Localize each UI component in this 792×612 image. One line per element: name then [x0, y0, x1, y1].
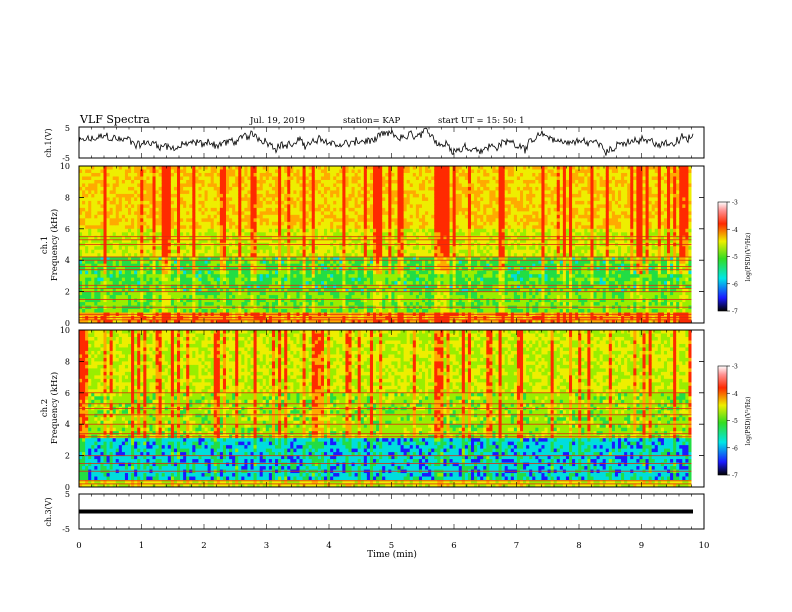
ch2-colorbar-tick--3: -3 — [732, 364, 738, 371]
ch3-ytick--5: -5 — [62, 525, 70, 534]
ch2-colorbar-tick--6: -6 — [732, 445, 738, 452]
ch2-colorbar-label: log(PSD)(V²/Hz) — [745, 397, 752, 446]
ch2-spectrogram-panel: 0 2 4 6 8 10 ch.2 Frequency (kHz) — [40, 326, 705, 492]
x-tick-6: 6 — [451, 541, 456, 551]
ch1-spec-ytick-4: 4 — [65, 256, 70, 265]
ch3-waveform-line — [79, 509, 693, 514]
ch2-spec-ytick-8: 8 — [65, 357, 70, 366]
ch1-colorbar-tick--4: -4 — [732, 227, 738, 234]
start-time-label: start UT = 15: 50: 1 — [438, 116, 525, 126]
ch1-spec-ylabel-channel: ch.1 — [40, 236, 50, 254]
x-tick-3: 3 — [264, 541, 269, 551]
ch2-spec-ytick-10: 10 — [60, 326, 70, 335]
date-label: Jul. 19, 2019 — [249, 116, 305, 126]
ch1-colorbar: -3 -4 -5 -6 -7 log(PSD)(V²/Hz) — [717, 200, 752, 316]
ch1-colorbar-label: log(PSD)(V²/Hz) — [745, 233, 752, 282]
ch1-spec-ytick-0: 0 — [65, 319, 70, 328]
ch1-ytick-bottom: -5 — [62, 154, 70, 163]
ch1-ytick-top: 5 — [65, 124, 70, 133]
x-tick-4: 4 — [326, 541, 331, 551]
x-tick-7: 7 — [514, 541, 519, 551]
ch1-spectrogram-panel: 0 2 4 6 8 10 ch.1 Frequency (kHz) — [40, 162, 705, 328]
ch2-spec-ytick-6: 6 — [65, 389, 70, 398]
ch1-waveform-line — [78, 127, 694, 156]
ch2-spec-ytick-2: 2 — [65, 452, 70, 461]
x-axis-label: Time (min) — [367, 549, 417, 560]
x-tick-5: 5 — [389, 541, 394, 551]
ch1-spec-ytick-8: 8 — [65, 193, 70, 202]
ch1-waveform-panel: 5 -5 ch.1(V) — [44, 124, 705, 163]
ch1-colorbar-tick--6: -6 — [732, 281, 738, 288]
ch3-waveform-panel: 5 -5 ch.3(V) 0 1 2 3 4 5 6 7 8 9 10 Time (min) — [44, 127, 709, 560]
x-tick-9: 9 — [639, 541, 644, 551]
ch2-spec-ytick-0: 0 — [65, 483, 70, 492]
ch2-colorbar-tick--5: -5 — [732, 418, 738, 425]
x-tick-1: 1 — [139, 541, 144, 551]
station-label: station= KAP — [343, 116, 401, 126]
x-tick-0: 0 — [76, 541, 81, 551]
ch1-spec-ytick-10: 10 — [60, 162, 70, 171]
ch2-spec-ylabel-channel: ch.2 — [40, 399, 50, 417]
ch2-spec-ylabel-frequency: Frequency (kHz) — [49, 372, 60, 444]
ch1-ylabel: ch.1(V) — [44, 128, 53, 157]
x-tick-10: 10 — [699, 541, 710, 551]
ch2-spec-ytick-4: 4 — [65, 420, 70, 429]
ch1-spec-ytick-2: 2 — [65, 288, 70, 297]
ch2-colorbar-tick--4: -4 — [732, 391, 738, 398]
x-tick-2: 2 — [201, 541, 206, 551]
ch2-colorbar: -3 -4 -5 -6 -7 log(PSD)(V²/Hz) — [717, 364, 752, 480]
ch1-colorbar-tick--5: -5 — [732, 254, 738, 261]
ch3-ytick-5: 5 — [65, 490, 70, 499]
ch3-ylabel: ch.3(V) — [44, 497, 53, 526]
ch1-spec-ylabel-frequency: Frequency (kHz) — [49, 209, 60, 281]
ch2-colorbar-tick--7: -7 — [732, 473, 738, 480]
ch1-spec-ytick-6: 6 — [65, 225, 70, 234]
ch1-colorbar-tick--7: -7 — [732, 309, 738, 316]
ch1-colorbar-tick--3: -3 — [732, 200, 738, 207]
x-tick-8: 8 — [576, 541, 581, 551]
figure-title: VLF Spectra — [79, 113, 150, 126]
